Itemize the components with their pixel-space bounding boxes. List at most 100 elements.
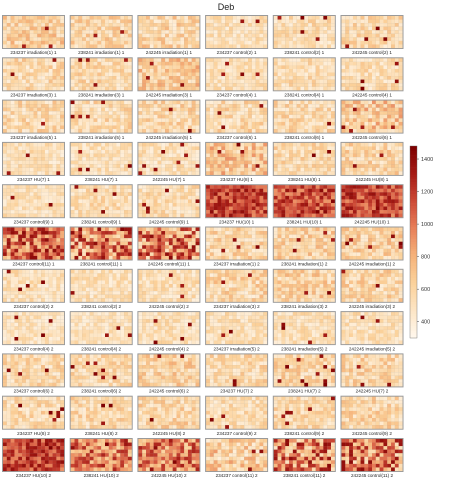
- heatmap-cell: [37, 188, 42, 193]
- heatmap-cell: [41, 107, 45, 112]
- heatmap-cell: [108, 129, 113, 133]
- heatmap-cell: [217, 199, 222, 204]
- heatmap-cell: [112, 72, 117, 77]
- heatmap-cell: [292, 160, 297, 165]
- heatmap-cell: [352, 104, 357, 108]
- heatmap-cell: [29, 188, 34, 193]
- heatmap-cell: [387, 146, 392, 151]
- heatmap-cell: [383, 30, 388, 34]
- heatmap-cell: [228, 157, 233, 161]
- heatmap-cell: [22, 241, 26, 246]
- heatmap-cell: [300, 121, 305, 126]
- heatmap-cell: [105, 86, 109, 91]
- heatmap-cell: [10, 61, 15, 66]
- heatmap-cell: [315, 26, 320, 31]
- heatmap-cell: [304, 30, 309, 34]
- heatmap-cell: [149, 227, 154, 232]
- heatmap-cell: [105, 125, 109, 130]
- heatmap-cell: [116, 238, 121, 242]
- heatmap-cell: [10, 23, 15, 27]
- heatmap-cell: [187, 199, 192, 204]
- heatmap-cell: [93, 72, 98, 77]
- heatmap-cell: [120, 185, 125, 189]
- heatmap-cell: [228, 192, 233, 196]
- heatmap-cell: [240, 188, 245, 193]
- heatmap-cell: [41, 206, 45, 211]
- heatmap-cell: [191, 37, 196, 41]
- heatmap-cell: [360, 213, 365, 218]
- heatmap-cell: [296, 107, 301, 112]
- heatmap-cell: [217, 241, 222, 246]
- heatmap-cell: [394, 125, 399, 130]
- heatmap-cell: [349, 72, 353, 77]
- heatmap-cell: [217, 202, 222, 207]
- heatmap-cell: [248, 68, 252, 73]
- heatmap-cell: [259, 252, 264, 256]
- heatmap-cell: [285, 192, 290, 196]
- heatmap-cell: [120, 245, 125, 249]
- heatmap-cell: [116, 19, 121, 24]
- heatmap-cell: [29, 76, 34, 80]
- heatmap-cell: [273, 125, 278, 130]
- heatmap-cell: [157, 255, 162, 260]
- heatmap-cell: [85, 125, 90, 130]
- heatmap-cell: [273, 192, 278, 196]
- heatmap-cell: [379, 142, 384, 147]
- heatmap-cell: [101, 79, 106, 84]
- heatmap-cell: [364, 100, 369, 105]
- heatmap-cell: [142, 153, 147, 158]
- heatmap-cell: [93, 37, 98, 41]
- heatmap-cell: [6, 171, 11, 175]
- heatmap-cell: [255, 157, 260, 161]
- heatmap-cell: [25, 58, 30, 62]
- heatmap-cell: [206, 16, 210, 20]
- heatmap-cell: [41, 129, 45, 133]
- heatmap-cell: [375, 185, 380, 189]
- heatmap-cell: [60, 19, 65, 24]
- heatmap-cell: [209, 171, 214, 175]
- heatmap-cell: [240, 241, 245, 246]
- heatmap-cell: [116, 234, 121, 239]
- heatmap-cell: [37, 185, 42, 189]
- heatmap-cell: [315, 185, 320, 189]
- heatmap-cell: [3, 167, 7, 172]
- heatmap-cell: [319, 188, 324, 193]
- heatmap-cell: [168, 111, 173, 115]
- heatmap-cell: [18, 171, 23, 175]
- heatmap-cell: [259, 241, 264, 246]
- heatmap-cell: [281, 83, 286, 87]
- heatmap-cell: [48, 68, 53, 73]
- heatmap-cell: [263, 153, 268, 158]
- heatmap-cell: [74, 255, 79, 260]
- heatmap-cell: [149, 192, 154, 196]
- heatmap-cell: [236, 160, 241, 165]
- heatmap-cell: [41, 19, 45, 24]
- heatmap-cell: [360, 114, 365, 119]
- heatmap-cell: [3, 100, 7, 105]
- heatmap-cell: [273, 157, 278, 161]
- heatmap-cell: [172, 26, 177, 31]
- heatmap-cell: [281, 150, 286, 154]
- heatmap-cell: [176, 72, 181, 77]
- heatmap-cell: [97, 83, 102, 87]
- heatmap-cell: [149, 26, 154, 31]
- heatmap-cell: [29, 231, 34, 235]
- heatmap-cell: [308, 142, 312, 147]
- heatmap-cell: [255, 23, 260, 27]
- heatmap-cell: [240, 202, 245, 207]
- heatmap-cell: [323, 16, 328, 20]
- heatmap-cell: [300, 107, 305, 112]
- heatmap-cell: [176, 188, 181, 193]
- heatmap-cell: [14, 167, 19, 172]
- heatmap-cell: [165, 213, 169, 218]
- heatmap-cell: [300, 185, 305, 189]
- heatmap-cell: [29, 206, 34, 211]
- heatmap-cell: [165, 231, 169, 235]
- heatmap-cell: [37, 37, 42, 41]
- heatmap-cell: [379, 185, 384, 189]
- heatmap-cell: [93, 23, 98, 27]
- heatmap-cell: [292, 86, 297, 91]
- heatmap-cell: [259, 65, 264, 70]
- heatmap-cell: [161, 164, 166, 168]
- heatmap-cell: [368, 107, 373, 112]
